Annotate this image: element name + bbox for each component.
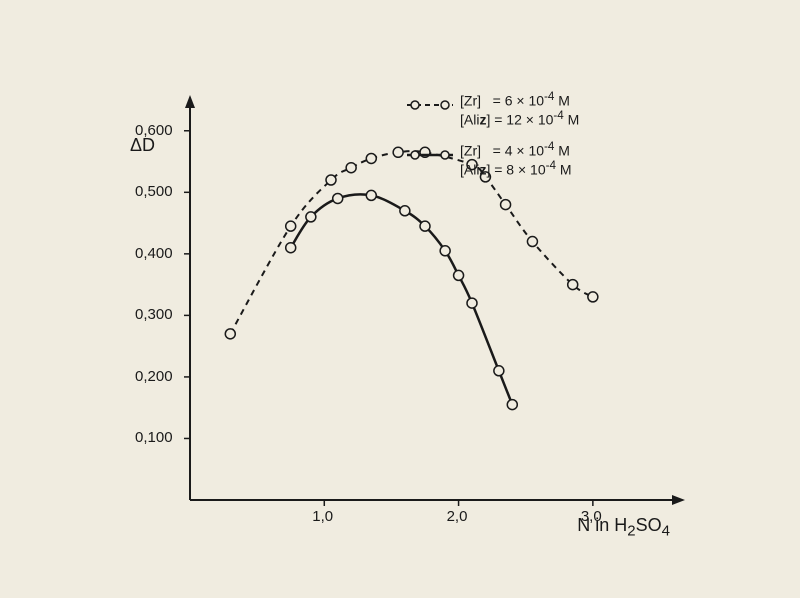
legend-solid-line2: [Aliz] = 8 × 10-4 M [460,159,572,178]
legend-dashed-sample [405,98,455,112]
y-tick-label: 0,500 [135,183,173,200]
x-axis-sub2: 4 [662,523,670,540]
legend-dashed-line1: [Zr] = 6 × 10-4 M [460,90,579,109]
y-tick-label: 0,200 [135,368,173,385]
y-tick-label: 0,100 [135,429,173,446]
x-tick-label: 3,0 [581,508,602,525]
x-tick-label: 1,0 [312,508,333,525]
x-axis-so: SO [636,515,662,535]
chart-container: ΔD N in H2SO4 [Zr] = 6 × 10-4 M [Aliz] =… [80,60,720,540]
y-tick-label: 0,600 [135,122,173,139]
legend-solid: [Zr] = 4 × 10-4 M [Aliz] = 8 × 10-4 M [460,140,572,177]
y-tick-label: 0,400 [135,245,173,262]
legend-dashed: [Zr] = 6 × 10-4 M [Aliz] = 12 × 10-4 M [460,90,579,127]
legend-dashed-line2: [Aliz] = 12 × 10-4 M [460,109,579,128]
legend-solid-line1: [Zr] = 4 × 10-4 M [460,140,572,159]
x-tick-label: 2,0 [447,508,468,525]
x-axis-sub1: 2 [627,523,635,540]
y-tick-label: 0,300 [135,306,173,323]
chart-svg [80,60,720,580]
legend-solid-sample [405,148,455,162]
